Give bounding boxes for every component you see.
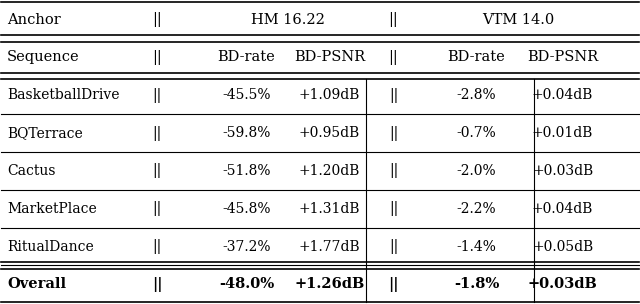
Text: +0.03dB: +0.03dB <box>532 164 593 178</box>
Text: ||: || <box>152 126 162 140</box>
Text: ||: || <box>152 239 162 254</box>
Text: Anchor: Anchor <box>7 12 61 27</box>
Text: Sequence: Sequence <box>7 50 80 64</box>
Text: +0.03dB: +0.03dB <box>528 277 598 292</box>
Text: +0.01dB: +0.01dB <box>532 126 593 140</box>
Text: BQTerrace: BQTerrace <box>7 126 83 140</box>
Text: BasketballDrive: BasketballDrive <box>7 88 120 102</box>
Text: ||: || <box>152 277 163 292</box>
Text: ||: || <box>152 12 162 27</box>
Text: +1.26dB: +1.26dB <box>294 277 365 292</box>
Text: ||: || <box>152 88 162 103</box>
Text: -59.8%: -59.8% <box>222 126 271 140</box>
Text: +1.31dB: +1.31dB <box>299 202 360 216</box>
Text: -51.8%: -51.8% <box>222 164 271 178</box>
Text: ||: || <box>389 201 398 216</box>
Text: HM 16.22: HM 16.22 <box>251 12 325 27</box>
Text: MarketPlace: MarketPlace <box>7 202 97 216</box>
Text: -48.0%: -48.0% <box>219 277 274 292</box>
Text: +1.20dB: +1.20dB <box>299 164 360 178</box>
Text: ||: || <box>152 201 162 216</box>
Text: +1.77dB: +1.77dB <box>299 240 360 254</box>
Text: ||: || <box>388 277 399 292</box>
Text: -37.2%: -37.2% <box>222 240 271 254</box>
Text: ||: || <box>389 88 398 103</box>
Text: ||: || <box>388 50 398 65</box>
Text: ||: || <box>389 239 398 254</box>
Text: +0.04dB: +0.04dB <box>532 88 593 102</box>
Text: RitualDance: RitualDance <box>7 240 94 254</box>
Text: -1.4%: -1.4% <box>456 240 497 254</box>
Text: -45.5%: -45.5% <box>222 88 271 102</box>
Text: -2.2%: -2.2% <box>457 202 496 216</box>
Text: -2.0%: -2.0% <box>457 164 496 178</box>
Text: ||: || <box>389 164 398 178</box>
Text: BD-rate: BD-rate <box>447 50 506 64</box>
Text: -45.8%: -45.8% <box>222 202 271 216</box>
Text: Overall: Overall <box>7 277 66 292</box>
Text: VTM 14.0: VTM 14.0 <box>482 12 554 27</box>
Text: BD-PSNR: BD-PSNR <box>527 50 598 64</box>
Text: +1.09dB: +1.09dB <box>299 88 360 102</box>
Text: ||: || <box>152 164 162 178</box>
Text: -2.8%: -2.8% <box>457 88 496 102</box>
Text: ||: || <box>152 50 162 65</box>
Text: +0.95dB: +0.95dB <box>299 126 360 140</box>
Text: BD-rate: BD-rate <box>218 50 275 64</box>
Text: ||: || <box>389 126 398 140</box>
Text: +0.04dB: +0.04dB <box>532 202 593 216</box>
Text: BD-PSNR: BD-PSNR <box>294 50 365 64</box>
Text: -0.7%: -0.7% <box>456 126 497 140</box>
Text: -1.8%: -1.8% <box>454 277 499 292</box>
Text: +0.05dB: +0.05dB <box>532 240 593 254</box>
Text: ||: || <box>388 12 398 27</box>
Text: Cactus: Cactus <box>7 164 56 178</box>
